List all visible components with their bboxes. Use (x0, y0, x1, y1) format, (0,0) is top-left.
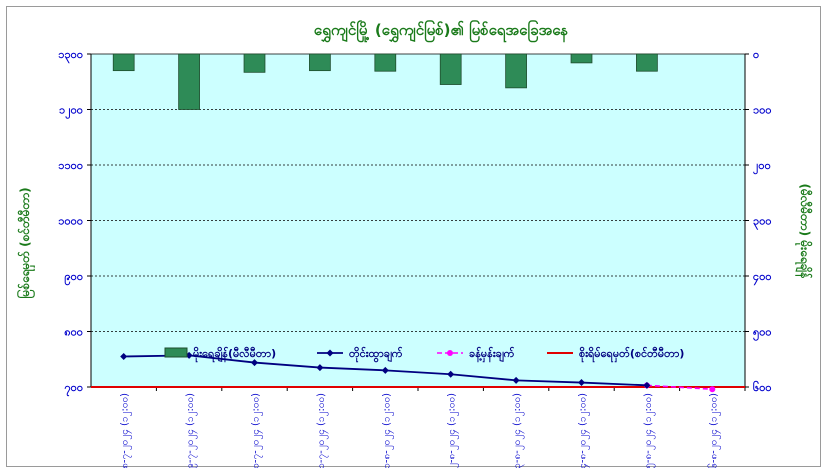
rainfall-bar (178, 53, 200, 110)
legend-label-warning: စိုးရိမ်ရေမှတ်(စင်တီမီတာ) (579, 346, 684, 363)
rainfall-bar (243, 53, 266, 73)
legend-label-forecast: ခန့်မှန်းချက် (469, 346, 515, 363)
rainfall-bar (636, 53, 658, 72)
y-axis-left-label: မြစ်ရေမှတ် (စင်တီမီတာ) (15, 187, 36, 298)
legend-label-observed: တိုင်းထွာချက် (349, 346, 403, 363)
x-tick-label: ၄-၈-၂၀၂၄ (၁၂:၀၀) (578, 393, 591, 468)
y-right-tick-label: ၄၀၀ (753, 270, 772, 286)
legend-marker-observed (326, 349, 334, 357)
y-left-tick-label: ၇၀၀ (64, 381, 83, 397)
rainfall-bar (505, 53, 527, 89)
rainfall-bar (439, 53, 462, 85)
y-right-tick-label: ၂၀၀ (753, 159, 771, 175)
observed-point (251, 359, 258, 367)
observed-point (120, 352, 128, 360)
x-tick-label: ၁-၈-၂၀၂၄ (၁၂:၀၀) (381, 393, 394, 468)
x-tick-label: ၃၁-၇-၂၀၂၄ (၁၂:၀၀) (316, 393, 329, 468)
y-right-tick-label: ၀ (753, 48, 759, 61)
x-tick-label: ၅-၈-၂၀၂၄ (၁၂:၀၀) (643, 393, 656, 468)
y-left-tick-label: ၁၀၀၀ (58, 215, 83, 228)
x-tick-label: ၃၀-၇-၂၀၂၄ (၁၂:၀၀) (251, 393, 264, 468)
forecast-line (646, 384, 713, 391)
chart-title: ရွှေကျင်မြို့ (ရွှေကျင်မြစ်)၏ မြစ်ရေအခြေ… (314, 19, 569, 43)
y-right-tick-label: ၆၀၀ (753, 381, 772, 394)
observed-point (316, 364, 324, 372)
x-tick-label: ၂၈-၇-၂၀၂၄ (၁၂:၀၀) (120, 393, 133, 468)
rainfall-bar (570, 53, 593, 64)
y-axis-right-label: (မီလီမီတာ) မိုးရေချိန် (794, 184, 814, 280)
legend-marker-forecast (447, 350, 453, 356)
y-left-tick-label: ၁၁၀၀ (58, 159, 83, 172)
observed-point (447, 370, 455, 378)
observed-point (578, 379, 585, 387)
rainfall-bar (309, 53, 331, 72)
x-tick-label: ၃-၈-၂၀၂၄ (၁၂:၀၀) (512, 393, 525, 468)
y-left-tick-label: ၉၀၀ (64, 270, 83, 286)
x-tick-label: ၂-၈-၂၀၂၄ (၁၂:၀၀) (447, 393, 460, 468)
observed-point (512, 376, 520, 384)
x-tick-label: ၂၉-၇-၂၀၂၄ (၁၂:၀၀) (185, 393, 198, 468)
y-right-tick-label: ၁၀၀ (753, 104, 772, 117)
x-tick-label: ၆-၈-၂၀၂၄ (၁၂:၀၀) (706, 393, 721, 468)
observed-point (643, 381, 651, 389)
observed-point (381, 366, 389, 374)
y-right-tick-label: ၅၀၀ (753, 326, 772, 342)
y-left-tick-label: ၁၂၀၀ (59, 104, 83, 120)
rainfall-bar (112, 53, 135, 72)
forecast-point (709, 386, 716, 393)
legend-swatch-rainfall (164, 347, 188, 358)
y-left-tick-label: ၁၃၀၀ (58, 48, 83, 64)
rainfall-bar (374, 53, 397, 72)
chart-svg: ရွှေကျင်မြို့ (ရွှေကျင်မြစ်)၏ မြစ်ရေအခြေ… (15, 19, 814, 468)
chart-frame: ရွှေကျင်မြို့ (ရွှေကျင်မြစ်)၏ မြစ်ရေအခြေ… (6, 6, 821, 468)
y-right-tick-label: ၃၀၀ (753, 215, 772, 231)
legend-label-rainfall: မိုးရေချိန်(မီလီမီတာ) (193, 346, 276, 363)
y-left-tick-label: ၈၀၀ (64, 326, 83, 339)
